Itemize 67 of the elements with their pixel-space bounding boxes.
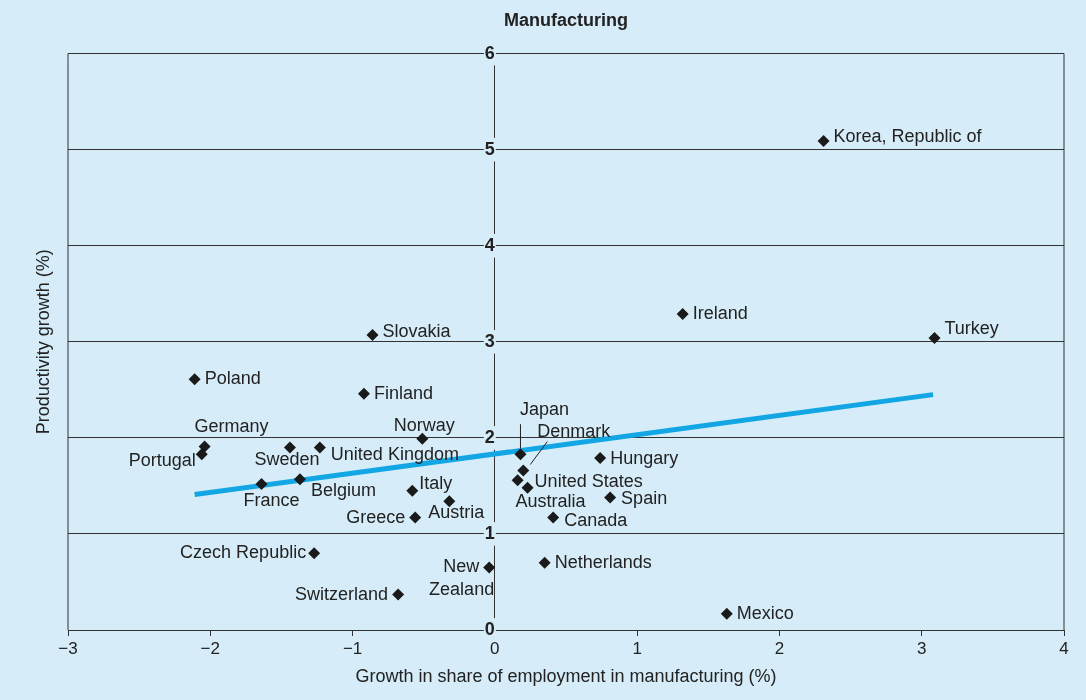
point bbox=[357, 387, 370, 400]
point bbox=[313, 441, 326, 454]
annotation: France bbox=[243, 489, 300, 510]
point bbox=[409, 511, 422, 524]
annotation: Canada bbox=[564, 509, 629, 530]
y-tick-label: 6 bbox=[484, 42, 495, 63]
point bbox=[720, 607, 733, 620]
point bbox=[255, 477, 268, 490]
point bbox=[188, 373, 201, 386]
x-tick-label: 4 bbox=[1059, 638, 1069, 658]
annotation: Japan bbox=[519, 399, 569, 420]
annotation: Hungary bbox=[610, 448, 679, 469]
y-axis-title: Productivity growth (%) bbox=[32, 249, 53, 435]
annotation: Ireland bbox=[692, 302, 748, 323]
point bbox=[195, 448, 208, 461]
annotation: Switzerland bbox=[295, 584, 389, 605]
point bbox=[676, 307, 689, 320]
point bbox=[392, 588, 405, 601]
annotation: Portugal bbox=[128, 450, 196, 471]
x-tick-label: −1 bbox=[342, 638, 363, 658]
annotation: Italy bbox=[419, 472, 453, 493]
point bbox=[483, 561, 496, 574]
y-tick-label: 2 bbox=[484, 426, 495, 447]
annotation: Netherlands bbox=[554, 551, 652, 572]
point bbox=[594, 452, 607, 465]
point bbox=[366, 329, 379, 342]
annotation: Korea, Republic of bbox=[833, 125, 983, 146]
x-tick-label: 3 bbox=[916, 638, 927, 658]
annotation: Slovakia bbox=[382, 321, 452, 342]
point bbox=[538, 556, 551, 569]
annotation: Norway bbox=[393, 414, 455, 435]
y-tick-label: 5 bbox=[484, 138, 495, 159]
annotation: Turkey bbox=[944, 317, 999, 338]
point bbox=[293, 473, 306, 486]
annotation: Austria bbox=[428, 502, 486, 523]
y-tick-label: 1 bbox=[484, 522, 495, 543]
point bbox=[521, 481, 534, 494]
x-tick-label: −3 bbox=[58, 638, 78, 658]
point bbox=[547, 511, 560, 524]
annotation: Mexico bbox=[736, 602, 794, 623]
annotation: Germany bbox=[194, 416, 269, 437]
annotation: Czech Republic bbox=[180, 542, 307, 563]
annotation: Australia bbox=[515, 490, 587, 511]
x-axis-title: Growth in share of employment in manufacturing (%) bbox=[355, 666, 777, 687]
annotation: Greece bbox=[346, 506, 406, 527]
y-tick-label: 0 bbox=[484, 618, 495, 639]
point bbox=[406, 484, 419, 497]
y-tick-label: 4 bbox=[484, 234, 495, 255]
annotation: Denmark bbox=[537, 421, 612, 442]
annotation: United Kingdom bbox=[330, 444, 459, 465]
annotation: New Zealand bbox=[429, 555, 495, 599]
x-tick-label: 2 bbox=[774, 638, 785, 658]
point bbox=[817, 135, 830, 148]
annotation: Belgium bbox=[310, 480, 376, 501]
annotation: Poland bbox=[204, 368, 261, 389]
annotation: Finland bbox=[373, 382, 433, 403]
chart-title: Manufacturing bbox=[504, 9, 628, 30]
point bbox=[604, 491, 617, 504]
x-tick-label: 1 bbox=[632, 638, 642, 658]
point bbox=[514, 448, 527, 461]
y-tick-label: 3 bbox=[484, 330, 495, 351]
point bbox=[511, 474, 524, 487]
point bbox=[308, 547, 321, 560]
annotation: Sweden bbox=[254, 449, 320, 470]
point bbox=[517, 464, 530, 477]
point bbox=[928, 331, 941, 344]
x-tick-label: −2 bbox=[200, 638, 220, 658]
